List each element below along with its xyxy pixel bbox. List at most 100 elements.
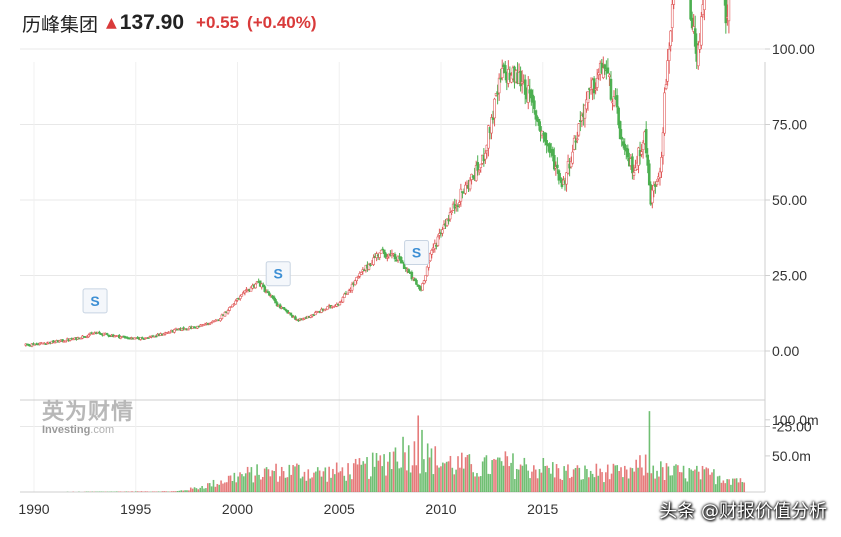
candle-body <box>477 170 481 173</box>
candle-body <box>667 48 671 61</box>
split-marker[interactable] <box>82 288 108 314</box>
volume-bar <box>212 479 215 492</box>
volume-bar <box>241 474 243 492</box>
volume-bar <box>457 456 459 492</box>
candle-body <box>268 292 271 296</box>
volume-bar <box>548 467 550 492</box>
candle-body <box>314 312 317 316</box>
volume-bar <box>366 457 368 492</box>
candle-body <box>700 16 703 46</box>
candle-body <box>407 269 411 273</box>
candle-body <box>450 211 453 213</box>
candle-body <box>602 67 605 78</box>
volume-bar <box>489 474 492 492</box>
volume-bar <box>370 476 372 492</box>
volume-bar <box>218 484 220 492</box>
volume-bar <box>275 463 277 492</box>
volume-bar <box>459 467 461 492</box>
split-marker-label[interactable]: S <box>90 293 99 309</box>
candle-body <box>294 316 297 320</box>
volume-bar <box>707 468 710 492</box>
volume-bar <box>519 464 522 492</box>
volume-bar <box>665 463 668 492</box>
volume-bar <box>165 491 167 492</box>
volume-bar <box>360 464 363 492</box>
volume-bar <box>292 465 294 492</box>
volume-bar <box>671 475 673 492</box>
candle-body <box>631 156 634 174</box>
candle-body <box>346 292 349 295</box>
split-marker[interactable] <box>404 240 430 266</box>
volume-bar <box>269 476 272 492</box>
volume-bar <box>521 465 524 492</box>
volume-bar <box>227 475 230 492</box>
volume-bar <box>404 452 406 492</box>
volume-bar <box>390 469 393 492</box>
volume-bar <box>584 465 586 492</box>
volume-bar <box>438 467 440 492</box>
volume-bar <box>421 429 423 492</box>
logo-english-text: Investing.com <box>42 424 134 436</box>
volume-bar <box>605 472 607 492</box>
volume-bar <box>116 491 118 492</box>
volume-bar <box>286 477 289 492</box>
candle-body <box>254 283 257 289</box>
volume-bar <box>576 465 579 492</box>
volume-bar <box>591 473 594 492</box>
candle-body <box>670 4 674 28</box>
volume-bar <box>597 475 600 492</box>
volume-bar <box>178 490 181 492</box>
candle-body <box>646 154 650 166</box>
volume-bar <box>341 467 344 492</box>
candle-body <box>384 253 388 258</box>
candle-body <box>122 335 126 338</box>
volume-bar <box>498 457 501 492</box>
candle-body <box>503 65 507 74</box>
volume-bar <box>415 465 418 492</box>
volume-bar <box>396 461 399 492</box>
volume-bar <box>413 441 416 492</box>
candle-body <box>356 276 360 278</box>
volume-bar <box>468 454 471 492</box>
volume-bar <box>527 470 529 492</box>
candle-body <box>173 329 176 333</box>
volume-bar <box>495 459 497 492</box>
candle-body <box>698 41 702 50</box>
logo-domain: .com <box>90 424 115 436</box>
candle-body <box>58 340 61 343</box>
candle-body <box>632 172 636 176</box>
volume-bar <box>277 481 279 492</box>
volume-bar <box>642 475 645 492</box>
volume-bar <box>239 472 241 492</box>
candle-body <box>458 202 461 205</box>
x-tick-label: 2015 <box>527 501 558 517</box>
price-change: +0.55 <box>196 13 240 32</box>
volume-bar <box>608 479 611 492</box>
y-tick-label: 0.00 <box>772 343 799 359</box>
volume-bar <box>510 462 512 492</box>
volume-bar <box>294 466 296 492</box>
split-marker-label[interactable]: S <box>412 245 421 261</box>
candle-body <box>249 287 253 292</box>
candle-body <box>569 161 573 168</box>
volume-bar <box>392 451 395 492</box>
volume-bar <box>690 469 692 492</box>
candle-body <box>543 132 547 142</box>
candle-body <box>534 110 538 120</box>
candle-body <box>338 302 342 306</box>
volume-tick-label: 100.0m <box>772 412 819 428</box>
volume-bar <box>260 479 262 492</box>
volume-bar <box>453 474 456 492</box>
split-marker[interactable] <box>265 261 291 287</box>
candle-body <box>359 272 363 275</box>
stock-price: 137.90 <box>119 11 185 34</box>
candle-body <box>669 30 672 47</box>
volume-bar <box>663 479 666 492</box>
candle-body <box>465 182 469 186</box>
candle-body <box>612 96 616 106</box>
candle-body <box>53 341 57 344</box>
split-marker-label[interactable]: S <box>274 266 283 282</box>
candle-body <box>430 249 434 255</box>
volume-bar <box>195 488 198 492</box>
